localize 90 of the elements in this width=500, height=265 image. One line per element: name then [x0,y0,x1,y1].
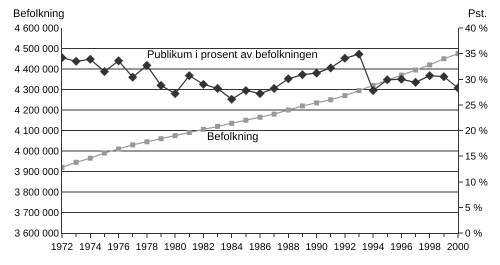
point [184,71,194,80]
y2-tick-label: 40 % [465,24,488,34]
point [86,54,95,64]
point [298,70,307,80]
x-tick-label: 1974 [79,242,102,253]
point [382,75,392,84]
point [100,67,109,76]
point [439,72,448,82]
point [170,89,180,98]
y2-tick-label: 35 % [465,49,488,60]
y2-tick-label: 0 % [465,228,482,240]
point [102,150,107,156]
y-tick-label: 4 400 000 [14,64,60,76]
point [356,88,362,94]
point [227,94,236,104]
point [243,118,248,123]
y2-tick-label: 25 % [465,100,488,112]
point [142,60,152,70]
point [300,103,305,108]
point [354,50,364,59]
point [213,84,222,94]
point [258,114,262,120]
point [74,160,79,165]
point [215,124,220,129]
x-tick-label: 1998 [418,242,442,253]
y-tick-label: 3 600 000 [14,228,60,240]
y2-tick-label: 5 % [465,202,482,214]
x-tick-label: 1994 [362,242,385,253]
point [156,80,166,90]
point [72,56,81,66]
y2-axis-title: Pst. [468,8,487,20]
point [411,78,420,87]
x-tick-label: 1976 [107,242,130,253]
point [396,74,406,84]
point [128,72,138,82]
point [186,130,192,136]
y-axis-title: Befolkning [13,8,64,20]
point [270,84,279,94]
point [172,133,178,138]
point [88,156,93,161]
series-label: Publikum i prosent av befolkningen [147,49,318,61]
point [425,71,434,80]
point [241,86,250,96]
point [198,80,208,89]
y2-tick-label: 20 % [465,126,488,137]
y-tick-label: 4 500 000 [14,44,60,55]
point [116,146,122,152]
series-label: Befolkning [207,131,258,143]
point [130,142,136,148]
y-tick-label: 4 600 000 [14,24,60,34]
point [427,62,432,68]
point [229,120,234,126]
point [284,74,293,84]
point [441,56,446,62]
x-tick-label: 2000 [446,242,470,253]
y2-tick-label: 10 % [465,177,488,188]
point [286,108,291,112]
x-tick-label: 1992 [334,242,356,253]
point [255,89,265,98]
y-tick-label: 4 100 000 [14,126,60,137]
y2-tick-label: 30 % [465,74,488,86]
y-tick-label: 4 200 000 [14,106,60,116]
point [326,63,336,73]
point [340,54,350,63]
x-tick-label: 1986 [248,242,272,253]
x-tick-label: 1990 [305,242,328,253]
point [114,56,124,66]
x-tick-label: 1988 [277,242,300,253]
y-tick-label: 4 300 000 [14,85,60,96]
point [312,68,322,78]
x-tick-label: 1980 [164,242,187,253]
point [342,93,348,98]
point [144,139,150,144]
point [368,86,378,96]
x-tick-label: 1984 [220,242,244,253]
x-tick-label: 1972 [50,242,74,253]
y-tick-label: 3 900 000 [14,167,60,178]
x-tick-label: 1978 [136,242,158,253]
point [272,112,277,117]
x-tick-label: 1982 [192,242,215,253]
y-tick-label: 3 700 000 [14,208,60,219]
x-tick-label: 1996 [390,242,413,253]
y-tick-label: 4 000 000 [14,146,60,158]
point [413,68,418,73]
point [200,126,206,132]
y-tick-label: 3 800 000 [14,188,60,198]
point [328,97,334,102]
point [314,100,320,106]
point [158,136,164,142]
y2-tick-label: 15 % [465,152,488,163]
